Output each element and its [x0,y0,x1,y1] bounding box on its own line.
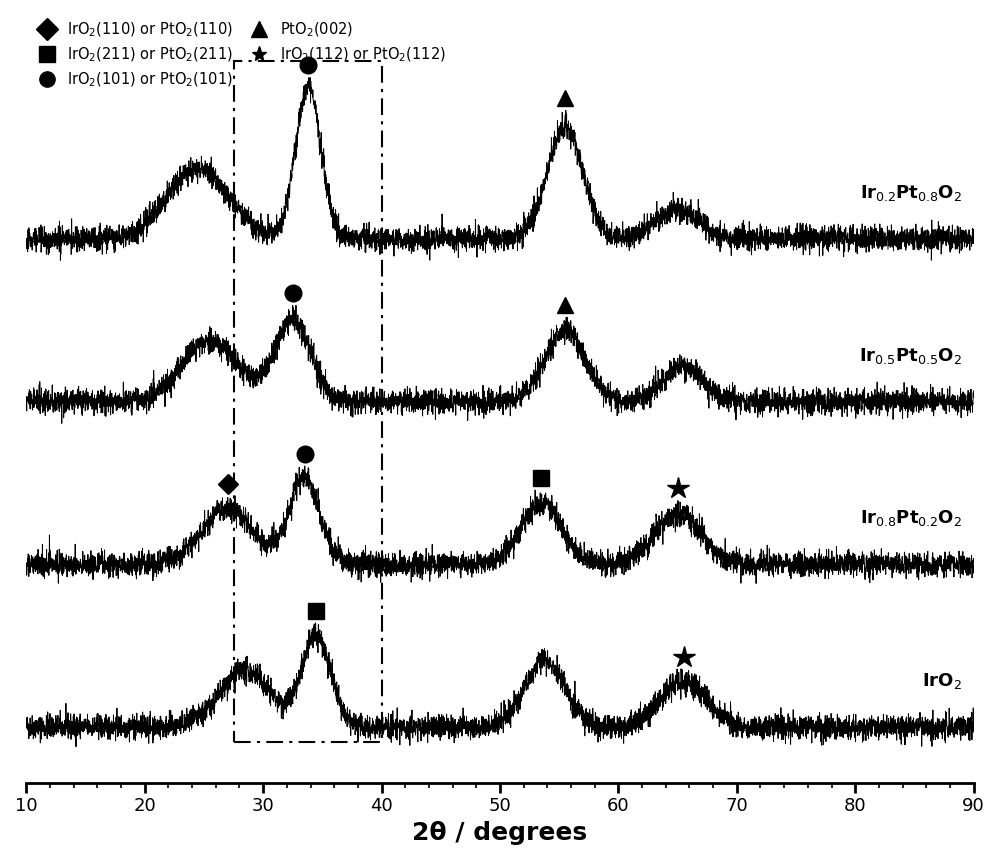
Text: Ir$_{0.8}$Pt$_{0.2}$O$_2$: Ir$_{0.8}$Pt$_{0.2}$O$_2$ [860,508,962,528]
X-axis label: 2θ / degrees: 2θ / degrees [412,821,588,845]
Text: IrO$_2$: IrO$_2$ [922,671,962,691]
Text: Ir$_{0.5}$Pt$_{0.5}$O$_2$: Ir$_{0.5}$Pt$_{0.5}$O$_2$ [859,346,962,366]
Text: Ir$_{0.2}$Pt$_{0.8}$O$_2$: Ir$_{0.2}$Pt$_{0.8}$O$_2$ [860,183,962,203]
Legend: IrO$_2$(110) or PtO$_2$(110), IrO$_2$(211) or PtO$_2$(211), IrO$_2$(101) or PtO$: IrO$_2$(110) or PtO$_2$(110), IrO$_2$(21… [26,15,451,95]
Bar [234,61,382,742]
